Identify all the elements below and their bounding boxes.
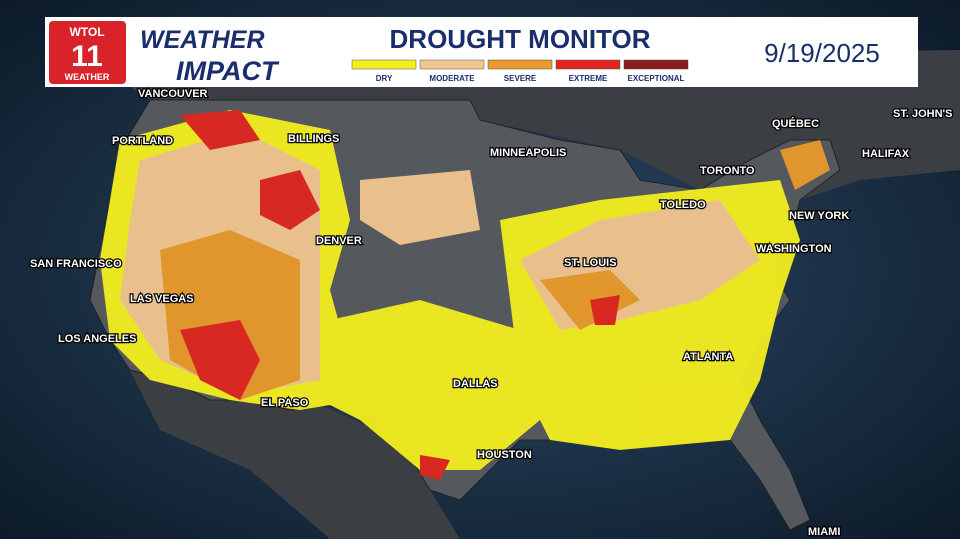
legend-swatch <box>487 59 553 70</box>
city-label: ST. LOUIS <box>564 257 617 269</box>
canada <box>90 50 960 200</box>
legend-label: EXTREME <box>569 74 608 83</box>
extreme-area <box>180 110 260 150</box>
city-label: MINNEAPOLIS <box>490 147 566 159</box>
extreme-area <box>590 295 620 325</box>
city-label: DENVER <box>316 235 362 247</box>
mexico <box>130 370 460 539</box>
legend-label: EXCEPTIONAL <box>628 74 685 83</box>
legend-swatch <box>351 59 417 70</box>
city-label: ATLANTA <box>683 351 733 363</box>
extreme-area <box>180 320 260 400</box>
city-label: TORONTO <box>700 165 755 177</box>
city-label: HALIFAX <box>862 148 910 160</box>
city-label: ST. JOHN'S <box>893 108 952 120</box>
header: WTOL 11 WEATHER WEATHER IMPACT DROUGHT M… <box>45 17 918 87</box>
date: 9/19/2025 <box>764 38 880 68</box>
city-labels: VANCOUVER PORTLAND BILLINGS MINNEAPOLIS … <box>29 87 954 539</box>
legend-swatch <box>419 59 485 70</box>
logo-box <box>49 21 126 84</box>
city-label: NEW YORK <box>789 210 849 222</box>
city-label: EL PASO <box>261 397 309 409</box>
city-label: QUÉBEC <box>772 117 819 130</box>
logo-call-sign: WTOL <box>69 25 104 39</box>
city-label: LAS VEGAS <box>130 293 194 305</box>
brand-line1: WEATHER <box>140 26 265 54</box>
title: DROUGHT MONITOR <box>390 24 651 54</box>
city-label: TOLEDO <box>660 199 706 211</box>
city-label: BILLINGS <box>288 133 339 145</box>
city-label: WASHINGTON <box>756 243 832 255</box>
extreme-area <box>260 170 320 230</box>
header-bar <box>45 17 918 87</box>
brand-line2: IMPACT <box>176 56 280 86</box>
city-label: VANCOUVER <box>138 88 208 100</box>
logo-channel: 11 <box>71 40 103 73</box>
city-label: HOUSTON <box>477 449 532 461</box>
city-label: LOS ANGELES <box>58 333 136 345</box>
moderate-area <box>360 170 480 245</box>
legend-label: DRY <box>376 74 393 83</box>
severe-area <box>780 140 830 190</box>
city-label: PORTLAND <box>112 135 173 147</box>
logo-network: WEATHER <box>65 72 110 82</box>
drought-areas <box>100 110 830 480</box>
legend-swatch <box>623 59 689 70</box>
city-label: SAN FRANCISCO <box>30 258 122 270</box>
legend-label: MODERATE <box>429 74 475 83</box>
city-label: DALLAS <box>453 378 498 390</box>
extreme-area <box>420 455 450 480</box>
legend-label: SEVERE <box>504 74 537 83</box>
legend-swatch <box>555 59 621 70</box>
dry-area <box>320 300 540 470</box>
city-label: MIAMI <box>808 526 840 538</box>
